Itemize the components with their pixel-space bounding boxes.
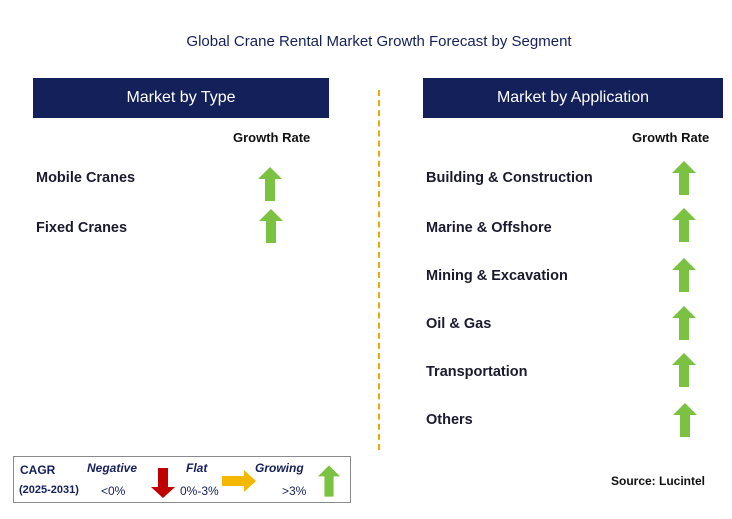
growing-arrow-icon [318,465,340,497]
type-item-fixed-cranes: Fixed Cranes [36,220,128,236]
legend-negative-value: <0% [101,484,126,498]
growing-arrow-icon [258,167,282,201]
legend-flat-value: 0%-3% [180,484,219,498]
growing-arrow-icon [672,353,696,387]
panel-divider [378,90,380,450]
application-item-marine-offshore: Marine & Offshore [426,220,552,236]
source-note: Source: Lucintel [611,474,706,488]
growing-arrow-icon [672,258,696,292]
growing-arrow-icon [672,306,696,340]
market-by-application-header: Market by Application [423,78,723,118]
application-growth-rate-label: Growth Rate [632,130,710,145]
legend-period: (2025-2031) [19,484,79,496]
cagr-legend: CAGR (2025-2031) Negative <0% Flat 0%-3%… [13,456,351,503]
application-item-building-construction: Building & Construction [426,170,593,186]
application-item-oil-gas: Oil & Gas [426,316,492,332]
legend-growing-value: >3% [282,484,307,498]
type-item-mobile-cranes: Mobile Cranes [36,170,136,186]
application-item-mining-excavation: Mining & Excavation [426,268,568,284]
negative-arrow-icon [151,468,175,498]
growing-arrow-icon [673,403,697,437]
flat-arrow-icon [222,470,256,492]
growing-arrow-icon [259,209,283,243]
type-growth-rate-label: Growth Rate [233,130,311,145]
legend-negative-label: Negative [87,461,138,475]
application-item-transportation: Transportation [426,364,528,380]
growing-arrow-icon [672,208,696,242]
legend-cagr-label: CAGR [20,463,56,477]
legend-growing-label: Growing [255,461,304,475]
growing-arrow-icon [672,161,696,195]
application-item-others: Others [426,412,473,428]
chart-title: Global Crane Rental Market Growth Foreca… [186,33,572,50]
market-by-type-header: Market by Type [33,78,329,118]
legend-flat-label: Flat [186,461,208,475]
